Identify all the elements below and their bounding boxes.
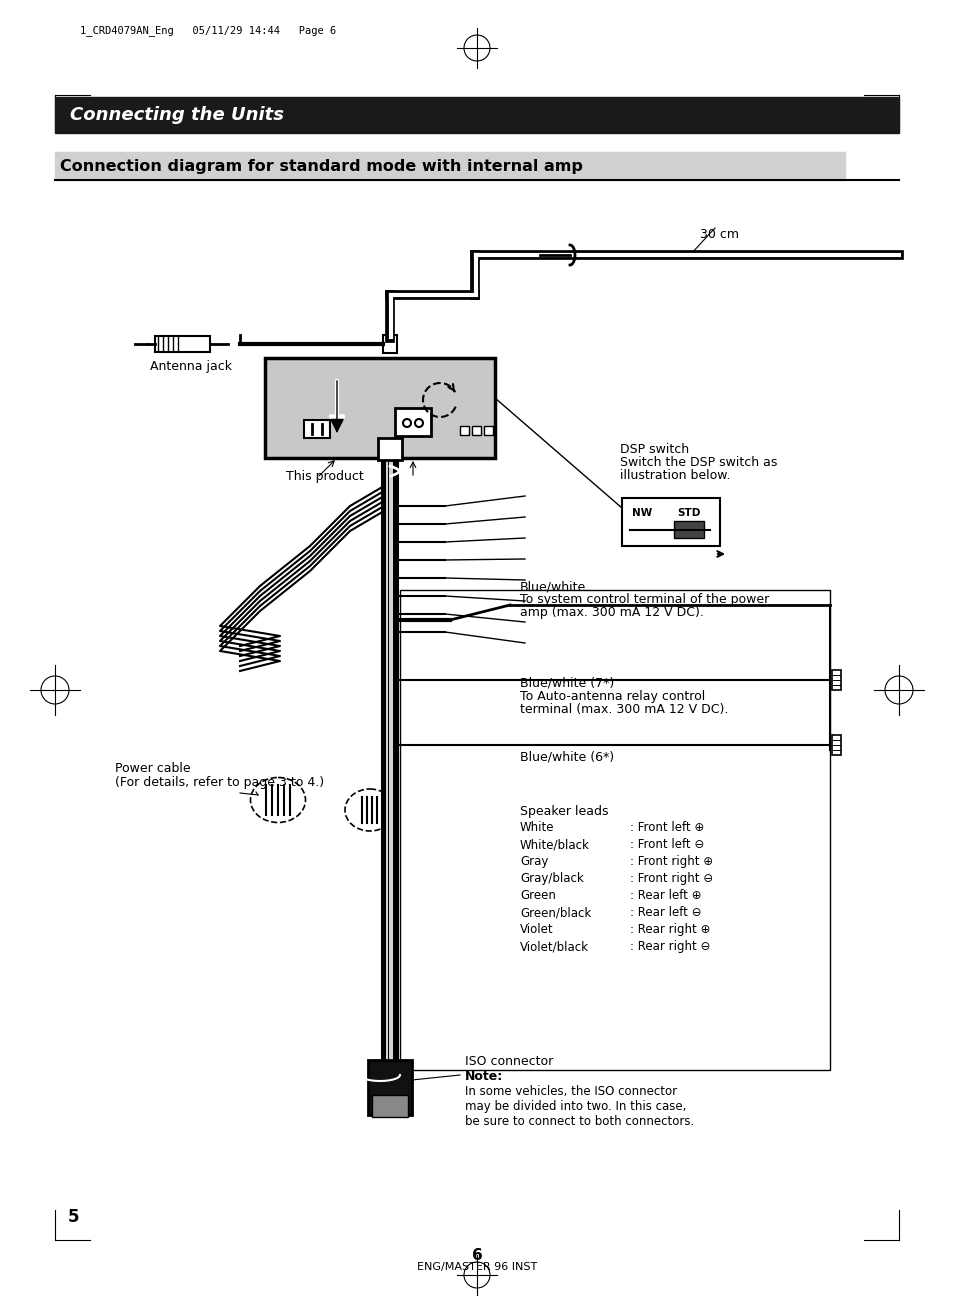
Text: White: White: [519, 821, 554, 834]
Text: Blue/white (7*): Blue/white (7*): [519, 678, 614, 691]
Text: Violet/black: Violet/black: [519, 940, 588, 953]
Bar: [382, 335, 396, 353]
Bar: [55, 97, 898, 133]
Circle shape: [415, 419, 422, 427]
Text: NW: NW: [631, 508, 652, 519]
Bar: [372, 1095, 408, 1117]
Text: : Front left ⊕: : Front left ⊕: [629, 821, 703, 834]
Circle shape: [402, 419, 411, 427]
Text: amp (max. 300 mA 12 V DC).: amp (max. 300 mA 12 V DC).: [519, 607, 703, 618]
Text: Power cable: Power cable: [115, 762, 191, 775]
Bar: [673, 521, 703, 538]
Bar: [395, 408, 431, 436]
Text: Blue/white: Blue/white: [519, 580, 586, 593]
Text: Connection diagram for standard mode with internal amp: Connection diagram for standard mode wit…: [60, 159, 582, 173]
Text: This product: This product: [286, 470, 363, 483]
Text: illustration below.: illustration below.: [619, 469, 730, 482]
Text: : Rear left ⊕: : Rear left ⊕: [629, 889, 700, 902]
Text: terminal (max. 300 mA 12 V DC).: terminal (max. 300 mA 12 V DC).: [519, 702, 727, 716]
Bar: [399, 590, 829, 1070]
Bar: [831, 735, 841, 755]
Bar: [459, 425, 469, 435]
Text: Speaker leads: Speaker leads: [519, 805, 608, 818]
Text: Green: Green: [519, 889, 556, 902]
Text: ENG/MASTER 96 INST: ENG/MASTER 96 INST: [416, 1262, 537, 1272]
Text: Blue/white (6*): Blue/white (6*): [519, 750, 614, 763]
Text: Antenna jack: Antenna jack: [150, 360, 232, 373]
Bar: [55, 152, 844, 180]
Text: 6: 6: [471, 1247, 482, 1263]
Text: Gray/black: Gray/black: [519, 872, 583, 885]
Bar: [472, 425, 480, 435]
Text: : Front right ⊖: : Front right ⊖: [629, 872, 713, 885]
Text: Note:: Note:: [464, 1070, 503, 1083]
Bar: [483, 425, 493, 435]
Text: Connecting the Units: Connecting the Units: [70, 106, 284, 123]
Bar: [304, 420, 330, 439]
Bar: [621, 498, 720, 546]
Text: : Front left ⊖: : Front left ⊖: [629, 838, 703, 851]
Bar: [154, 336, 210, 352]
Text: In some vehicles, the ISO connector
may be divided into two. In this case,
be su: In some vehicles, the ISO connector may …: [464, 1085, 694, 1128]
Text: White/black: White/black: [519, 838, 589, 851]
Text: DSP switch: DSP switch: [619, 442, 688, 456]
Text: Gray: Gray: [519, 855, 548, 868]
Text: : Rear right ⊕: : Rear right ⊕: [629, 923, 710, 936]
Text: STD: STD: [677, 508, 700, 519]
Text: 5: 5: [68, 1208, 79, 1226]
Text: : Front right ⊕: : Front right ⊕: [629, 855, 713, 868]
Bar: [368, 1060, 412, 1115]
Text: 30 cm: 30 cm: [700, 228, 739, 242]
Text: To system control terminal of the power: To system control terminal of the power: [519, 593, 768, 607]
Text: : Rear left ⊖: : Rear left ⊖: [629, 906, 700, 919]
Bar: [377, 439, 401, 460]
Text: Violet: Violet: [519, 923, 553, 936]
Text: To Auto-antenna relay control: To Auto-antenna relay control: [519, 691, 704, 702]
Text: Switch the DSP switch as: Switch the DSP switch as: [619, 456, 777, 469]
Text: Green/black: Green/black: [519, 906, 591, 919]
Bar: [831, 670, 841, 691]
Text: 1_CRD4079AN_Eng   05/11/29 14:44   Page 6: 1_CRD4079AN_Eng 05/11/29 14:44 Page 6: [80, 25, 335, 35]
Text: ISO connector: ISO connector: [464, 1056, 553, 1067]
Bar: [265, 358, 495, 458]
Text: : Rear right ⊖: : Rear right ⊖: [629, 940, 710, 953]
Text: (For details, refer to page 3 to 4.): (For details, refer to page 3 to 4.): [115, 776, 324, 789]
